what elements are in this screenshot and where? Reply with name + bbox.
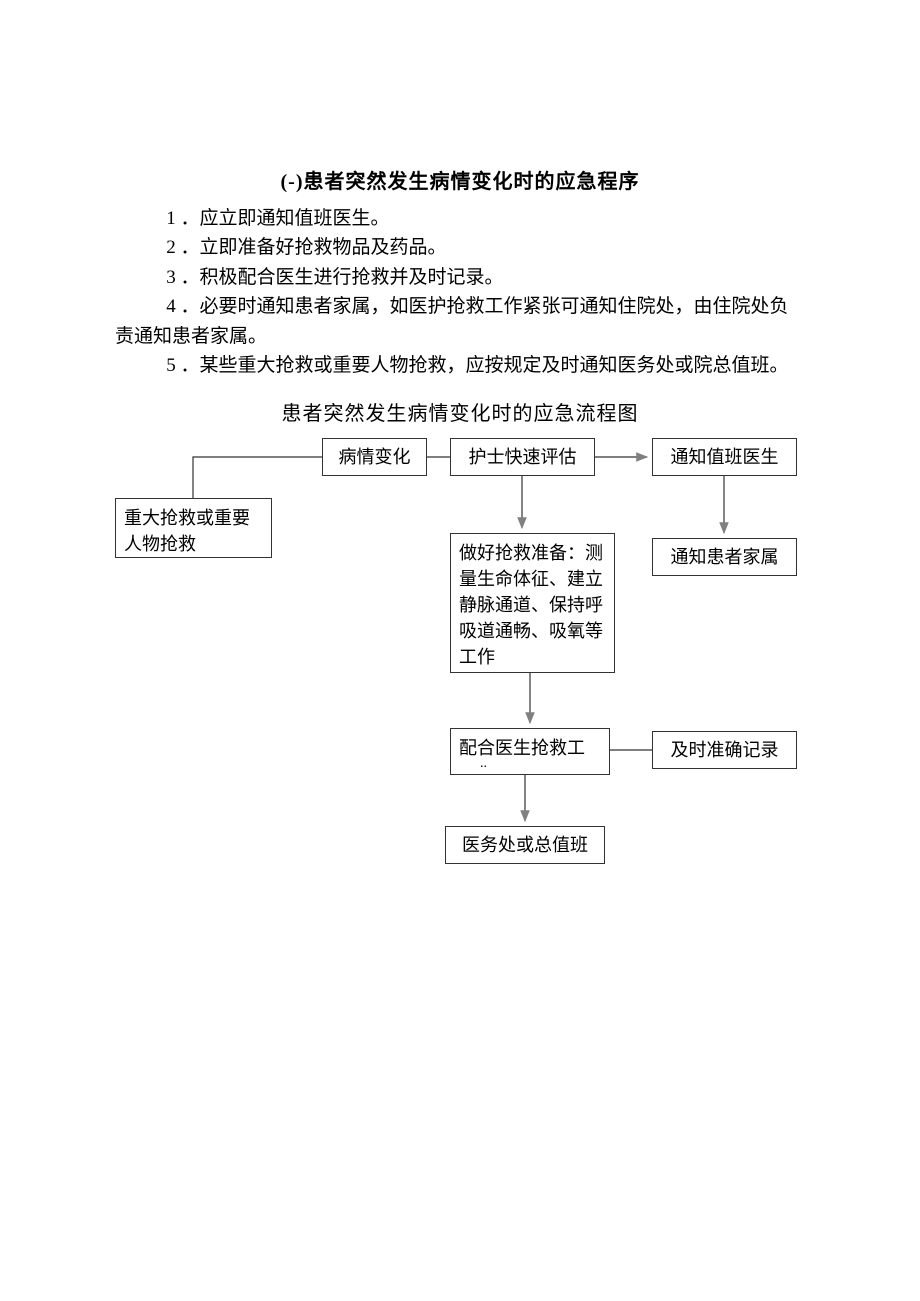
flowchart-node-record: 及时准确记录 xyxy=(652,731,797,769)
section-title: (-)患者突然发生病情变化时的应急程序 xyxy=(115,165,805,194)
flowchart-node-notify-family: 通知患者家属 xyxy=(652,538,797,576)
flowchart-node-major: 重大抢救或重要人物抢救 xyxy=(115,498,272,558)
flowchart-node-cooperate: 配合医生抢救工 xyxy=(450,728,610,775)
flowchart-title: 患者突然发生病情变化时的应急流程图 xyxy=(115,397,805,426)
flowchart-node-assess: 护士快速评估 xyxy=(450,438,595,476)
paragraph-5: 5 ．某些重大抢救或重要人物抢救，应按规定及时通知医务处或院总值班。 xyxy=(115,351,805,380)
flowchart-node-prepare: 做好抢救准备：测量生命体征、建立静脉通道、保持呼吸道通畅、吸氧等工作 xyxy=(450,533,615,673)
paragraph-2: 2 ．立即准备好抢救物品及药品。 xyxy=(115,233,805,262)
flowchart-container: 病情变化护士快速评估 通知值班医生重大抢救或重要人物抢救做好抢救准备：测量生命体征… xyxy=(115,438,815,938)
paragraph-4b: 责通知患者家属。 xyxy=(115,322,805,351)
paragraph-4a: 4 ．必要时通知患者家属，如医护抢救工作紧张可通知住院处，由住院处负 xyxy=(115,292,805,321)
paragraph-3: 3 ．积极配合医生进行抢救并及时记录。 xyxy=(115,263,805,292)
flowchart-node-notify-doctor: 通知值班医生 xyxy=(652,438,797,476)
paragraph-1: 1 ．应立即通知值班医生。 xyxy=(115,204,805,233)
flowchart-edge-6 xyxy=(193,457,322,498)
flowchart-node-medical-office: 医务处或总值班 xyxy=(445,826,605,864)
flowchart-node-cooperate-dots: .. xyxy=(480,756,487,772)
flowchart-node-change: 病情变化 xyxy=(322,438,427,476)
